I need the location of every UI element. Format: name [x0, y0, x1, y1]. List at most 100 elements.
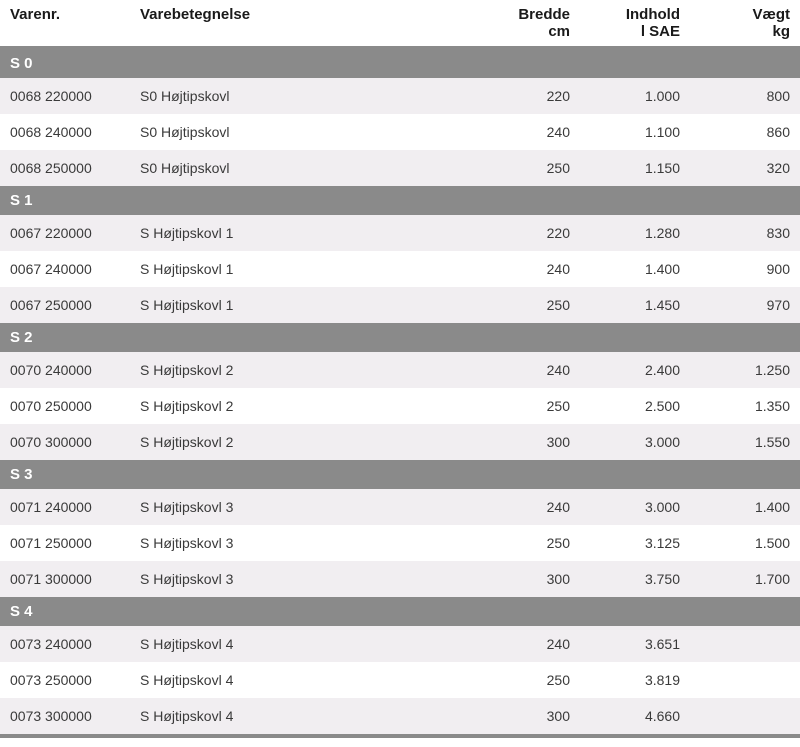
cell-varenr: 0068 250000 — [0, 150, 130, 186]
cell-bredde: 240 — [470, 114, 580, 150]
col-header-varenr: Varenr. — [0, 0, 130, 48]
cell-indhold: 1.000 — [580, 78, 690, 114]
cell-vaegt — [690, 626, 800, 662]
cell-bredde: 240 — [470, 352, 580, 388]
cell-indhold: 1.100 — [580, 114, 690, 150]
cell-varenr: 0073 300000 — [0, 698, 130, 734]
cell-beteg: S Højtipskovl 2 — [130, 388, 470, 424]
cell-beteg: S Højtipskovl 1 — [130, 215, 470, 251]
cell-beteg: S Højtipskovl 3 — [130, 561, 470, 597]
cell-indhold: 1.400 — [580, 251, 690, 287]
cell-indhold: 3.651 — [580, 626, 690, 662]
group-header-row: S 2 — [0, 323, 800, 352]
table-bottom-rule — [0, 734, 800, 738]
group-label: S 1 — [0, 186, 800, 215]
cell-vaegt: 830 — [690, 215, 800, 251]
cell-bredde: 250 — [470, 287, 580, 323]
cell-bredde: 220 — [470, 78, 580, 114]
table-body: S 00068 220000S0 Højtipskovl2201.0008000… — [0, 48, 800, 739]
group-header-row: S 0 — [0, 48, 800, 79]
cell-indhold: 3.750 — [580, 561, 690, 597]
col-header-sub: kg — [700, 23, 790, 40]
col-header-bredde: Bredde cm — [470, 0, 580, 48]
cell-varenr: 0071 300000 — [0, 561, 130, 597]
cell-varenr: 0073 240000 — [0, 626, 130, 662]
col-header-beteg: Varebetegnelse — [130, 0, 470, 48]
cell-bredde: 300 — [470, 424, 580, 460]
group-header-row: S 3 — [0, 460, 800, 489]
cell-varenr: 0070 240000 — [0, 352, 130, 388]
cell-vaegt: 1.500 — [690, 525, 800, 561]
cell-bredde: 250 — [470, 150, 580, 186]
cell-varenr: 0067 220000 — [0, 215, 130, 251]
cell-vaegt: 1.350 — [690, 388, 800, 424]
cell-bredde: 220 — [470, 215, 580, 251]
cell-beteg: S Højtipskovl 1 — [130, 251, 470, 287]
cell-beteg: S Højtipskovl 1 — [130, 287, 470, 323]
cell-beteg: S Højtipskovl 2 — [130, 424, 470, 460]
cell-beteg: S Højtipskovl 4 — [130, 626, 470, 662]
table-row: 0071 250000S Højtipskovl 32503.1251.500 — [0, 525, 800, 561]
cell-varenr: 0070 300000 — [0, 424, 130, 460]
group-label: S 4 — [0, 597, 800, 626]
cell-indhold: 1.150 — [580, 150, 690, 186]
cell-beteg: S0 Højtipskovl — [130, 150, 470, 186]
col-header-label: Indhold — [626, 6, 680, 23]
col-header-label: Varenr. — [10, 6, 60, 23]
cell-varenr: 0071 250000 — [0, 525, 130, 561]
cell-indhold: 3.125 — [580, 525, 690, 561]
table-row: 0067 220000S Højtipskovl 12201.280830 — [0, 215, 800, 251]
cell-indhold: 2.400 — [580, 352, 690, 388]
cell-indhold: 3.000 — [580, 424, 690, 460]
cell-varenr: 0068 220000 — [0, 78, 130, 114]
cell-varenr: 0068 240000 — [0, 114, 130, 150]
cell-beteg: S0 Højtipskovl — [130, 114, 470, 150]
cell-vaegt — [690, 698, 800, 734]
cell-indhold: 1.280 — [580, 215, 690, 251]
cell-bredde: 300 — [470, 698, 580, 734]
cell-varenr: 0067 240000 — [0, 251, 130, 287]
col-header-sub: l SAE — [590, 23, 680, 40]
table-row: 0070 240000S Højtipskovl 22402.4001.250 — [0, 352, 800, 388]
table-row: 0073 240000S Højtipskovl 42403.651 — [0, 626, 800, 662]
cell-bredde: 250 — [470, 525, 580, 561]
cell-vaegt: 1.700 — [690, 561, 800, 597]
cell-indhold: 4.660 — [580, 698, 690, 734]
cell-bredde: 250 — [470, 388, 580, 424]
cell-beteg: S Højtipskovl 4 — [130, 662, 470, 698]
group-label: S 0 — [0, 48, 800, 79]
cell-vaegt: 1.250 — [690, 352, 800, 388]
table-row: 0070 250000S Højtipskovl 22502.5001.350 — [0, 388, 800, 424]
cell-beteg: S Højtipskovl 3 — [130, 525, 470, 561]
cell-bredde: 250 — [470, 662, 580, 698]
table-header-row: Varenr. Varebetegnelse Bredde cm Indhold… — [0, 0, 800, 48]
col-header-indhold: Indhold l SAE — [580, 0, 690, 48]
cell-varenr: 0071 240000 — [0, 489, 130, 525]
cell-varenr: 0067 250000 — [0, 287, 130, 323]
col-header-label: Varebetegnelse — [140, 6, 250, 23]
table-row: 0068 250000S0 Højtipskovl2501.150320 — [0, 150, 800, 186]
cell-vaegt: 1.400 — [690, 489, 800, 525]
group-header-row: S 4 — [0, 597, 800, 626]
cell-indhold: 1.450 — [580, 287, 690, 323]
cell-vaegt: 860 — [690, 114, 800, 150]
group-label: S 2 — [0, 323, 800, 352]
table-row: 0071 240000S Højtipskovl 32403.0001.400 — [0, 489, 800, 525]
cell-beteg: S Højtipskovl 4 — [130, 698, 470, 734]
cell-bredde: 240 — [470, 626, 580, 662]
col-header-vaegt: Vægt kg — [690, 0, 800, 48]
cell-beteg: S0 Højtipskovl — [130, 78, 470, 114]
cell-vaegt: 1.550 — [690, 424, 800, 460]
cell-vaegt: 970 — [690, 287, 800, 323]
cell-vaegt: 800 — [690, 78, 800, 114]
group-header-row: S 1 — [0, 186, 800, 215]
col-header-label: Vægt — [753, 6, 791, 23]
cell-bredde: 300 — [470, 561, 580, 597]
cell-vaegt: 900 — [690, 251, 800, 287]
cell-beteg: S Højtipskovl 3 — [130, 489, 470, 525]
product-table: Varenr. Varebetegnelse Bredde cm Indhold… — [0, 0, 800, 738]
cell-indhold: 3.000 — [580, 489, 690, 525]
table-row: 0067 250000S Højtipskovl 12501.450970 — [0, 287, 800, 323]
cell-bredde: 240 — [470, 251, 580, 287]
col-header-label: Bredde — [518, 6, 570, 23]
